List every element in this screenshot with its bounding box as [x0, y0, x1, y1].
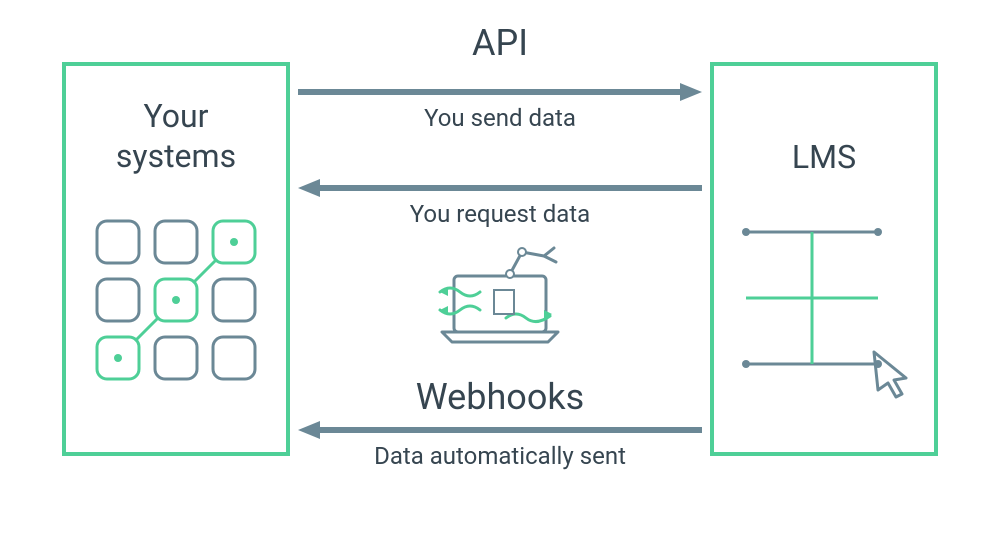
your-systems-box: Your systems	[62, 62, 290, 456]
lms-title: LMS	[714, 138, 934, 176]
your-systems-title-line2: systems	[116, 137, 236, 175]
api-heading: API	[320, 22, 680, 64]
webhooks-heading: Webhooks	[320, 376, 680, 418]
automation-laptop-icon	[440, 248, 558, 342]
your-systems-title: Your systems	[66, 96, 286, 176]
api-send-label: You send data	[298, 104, 702, 132]
diagram-canvas: Your systems LMS API Webhooks You send d…	[0, 0, 996, 556]
webhooks-auto-label: Data automatically sent	[298, 442, 702, 470]
lms-box: LMS	[710, 62, 938, 456]
api-request-label: You request data	[298, 200, 702, 228]
your-systems-title-line1: Your	[144, 97, 209, 135]
